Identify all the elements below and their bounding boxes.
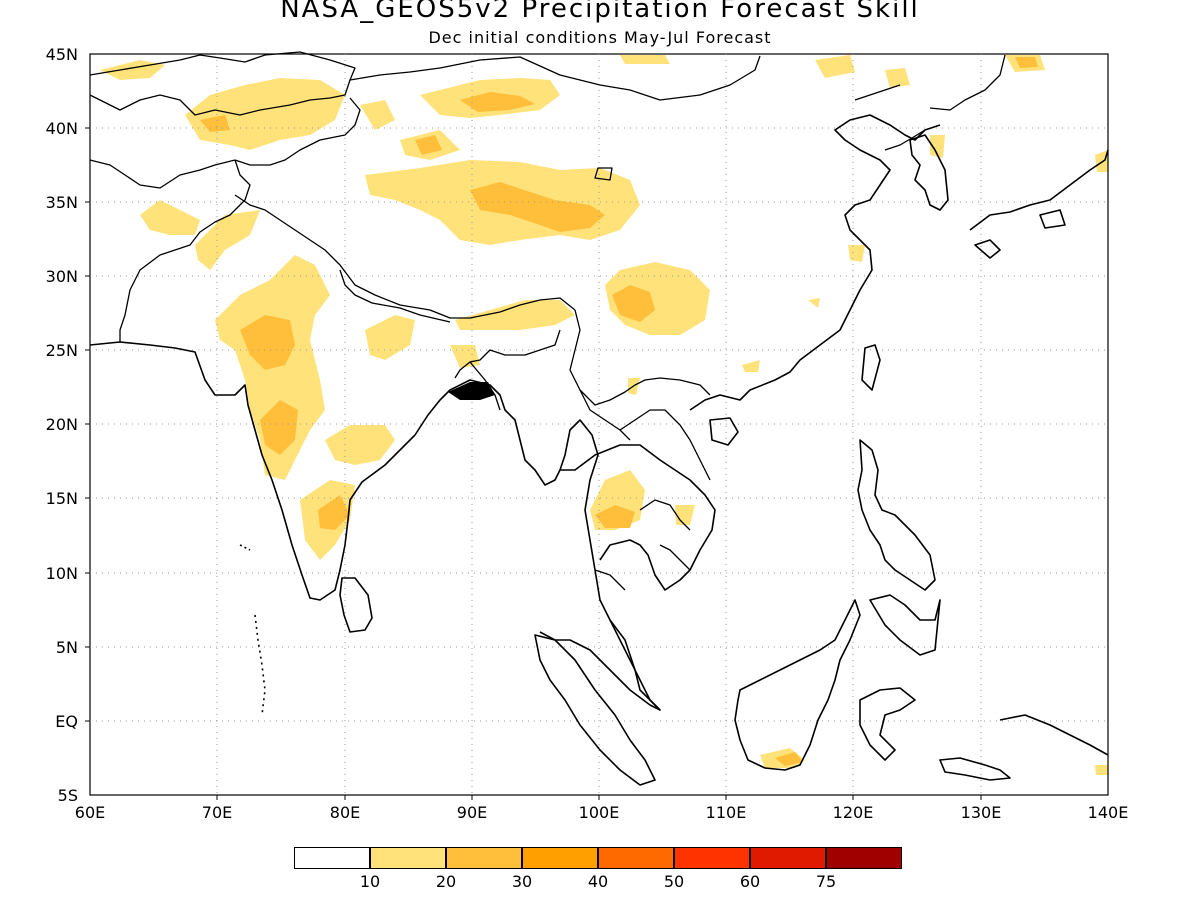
colorbar-label-40: 40 (587, 872, 609, 891)
lon-label-110e: 110E (705, 803, 747, 822)
colorbar-label-30: 30 (511, 872, 533, 891)
delta-fill (448, 382, 495, 400)
colorbar-swatch-5 (674, 847, 750, 869)
colorbar-swatch-3 (522, 847, 598, 869)
colorbar-swatch-2 (446, 847, 522, 869)
lon-label-140e: 140E (1087, 803, 1129, 822)
lon-label-60e: 60E (74, 803, 106, 822)
colorbar-label-10: 10 (359, 872, 381, 891)
lon-label-120e: 120E (832, 803, 874, 822)
colorbar-label-50: 50 (663, 872, 685, 891)
country-borders (89, 51, 1006, 591)
colorbar-swatch-7 (826, 847, 902, 869)
map-subtitle: Dec initial conditions May-Jul Forecast (428, 28, 772, 47)
lat-label-45n: 45N (45, 45, 78, 64)
lat-label-5n: 5N (55, 638, 78, 657)
tick-marks (85, 127, 982, 800)
lat-label-35n: 35N (45, 193, 78, 212)
lon-label-80e: 80E (329, 803, 361, 822)
lat-label-40n: 40N (45, 119, 78, 138)
lon-label-100e: 100E (578, 803, 620, 822)
lon-label-90e: 90E (456, 803, 488, 822)
skill-patches-medium (200, 57, 1038, 766)
colorbar-label-60: 60 (739, 872, 761, 891)
lat-label-15n: 15N (45, 489, 78, 508)
colorbar-swatch-6 (750, 847, 826, 869)
lat-label-30n: 30N (45, 267, 78, 286)
plot-frame (89, 53, 1109, 796)
lon-label-130e: 130E (960, 803, 1002, 822)
lat-label-5s: 5S (57, 786, 78, 805)
colorbar-label-20: 20 (435, 872, 457, 891)
lat-label-25n: 25N (45, 341, 78, 360)
grid-lines (90, 54, 1108, 795)
lat-label-10n: 10N (45, 564, 78, 583)
coastlines (89, 114, 1109, 786)
colorbar-swatch-4 (598, 847, 674, 869)
lon-label-70e: 70E (201, 803, 233, 822)
lat-label-20n: 20N (45, 415, 78, 434)
colorbar-swatch-1 (370, 847, 446, 869)
lat-label-eq: EQ (55, 712, 78, 731)
map-title: NASA_GEOS5v2 Precipitation Forecast Skil… (280, 0, 920, 24)
colorbar-swatch-0 (294, 847, 370, 869)
colorbar-label-75: 75 (815, 872, 837, 891)
